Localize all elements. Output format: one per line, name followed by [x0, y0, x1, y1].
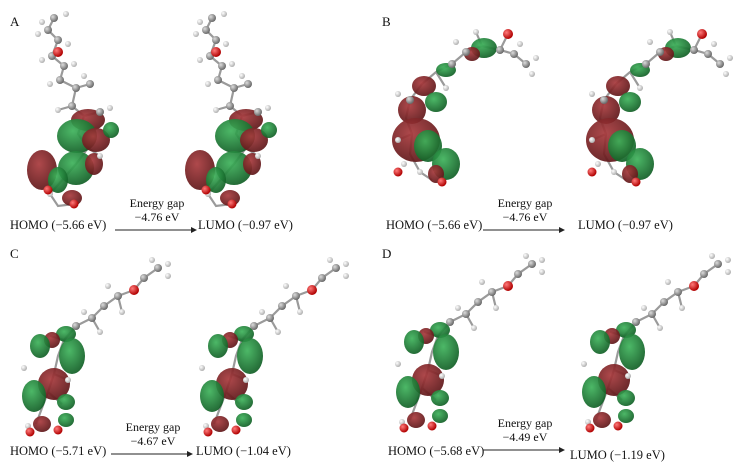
- energy-gap-value: −4.49 eV: [502, 430, 548, 444]
- energy-gap: Energy gap −4.49 eV: [482, 416, 568, 455]
- panel-a: A HOMO (−5.66 eV) Energy gap −4.76 eV LU…: [0, 0, 371, 235]
- lumo-orbital-image: [584, 27, 735, 188]
- homo-label: HOMO (−5.66 eV): [10, 218, 107, 232]
- panel-letter: B: [382, 14, 391, 29]
- panel-letter: A: [10, 14, 20, 29]
- homo-orbital-image: [393, 252, 547, 434]
- panel-letter: D: [382, 246, 392, 261]
- energy-gap-title: Energy gap: [125, 420, 181, 434]
- energy-gap-value: −4.67 eV: [130, 434, 176, 448]
- panel-d: D HOMO (−5.68 eV) Energy gap −4.49 eV LU…: [372, 232, 743, 464]
- lumo-orbital-image: [197, 256, 351, 438]
- right-arrow-icon: [483, 446, 566, 454]
- energy-gap-value: −4.76 eV: [134, 210, 180, 224]
- lumo-orbital-image: [183, 9, 279, 210]
- panel-letter: C: [10, 246, 19, 261]
- energy-gap-title: Energy gap: [497, 196, 553, 210]
- panel-b: B HOMO (−5.66 eV) Energy gap −4.76 eV LU…: [372, 0, 743, 235]
- lumo-orbital-image: [579, 252, 733, 434]
- right-arrow-icon: [111, 450, 194, 458]
- panel-c: C HOMO (−5.71 eV) Energy gap −4.67 eV LU…: [0, 232, 371, 464]
- energy-gap: Energy gap −4.67 eV: [110, 420, 196, 459]
- homo-label: HOMO (−5.68 eV): [388, 444, 485, 458]
- lumo-label: LUMO (−0.97 eV): [198, 218, 293, 232]
- energy-gap: Energy gap −4.76 eV: [482, 196, 568, 235]
- homo-orbital-image: [25, 9, 121, 210]
- lumo-label: LUMO (−1.04 eV): [196, 444, 291, 458]
- homo-orbital-image: [390, 27, 541, 188]
- homo-label: HOMO (−5.66 eV): [386, 218, 483, 232]
- lumo-label: LUMO (−0.97 eV): [578, 218, 673, 232]
- homo-label: HOMO (−5.71 eV): [10, 444, 107, 458]
- lumo-label: LUMO (−1.19 eV): [570, 448, 665, 462]
- energy-gap-title: Energy gap: [129, 196, 185, 210]
- energy-gap-value: −4.76 eV: [502, 210, 548, 224]
- homo-orbital-image: [19, 256, 173, 438]
- energy-gap-title: Energy gap: [497, 416, 553, 430]
- energy-gap: Energy gap −4.76 eV: [114, 196, 200, 235]
